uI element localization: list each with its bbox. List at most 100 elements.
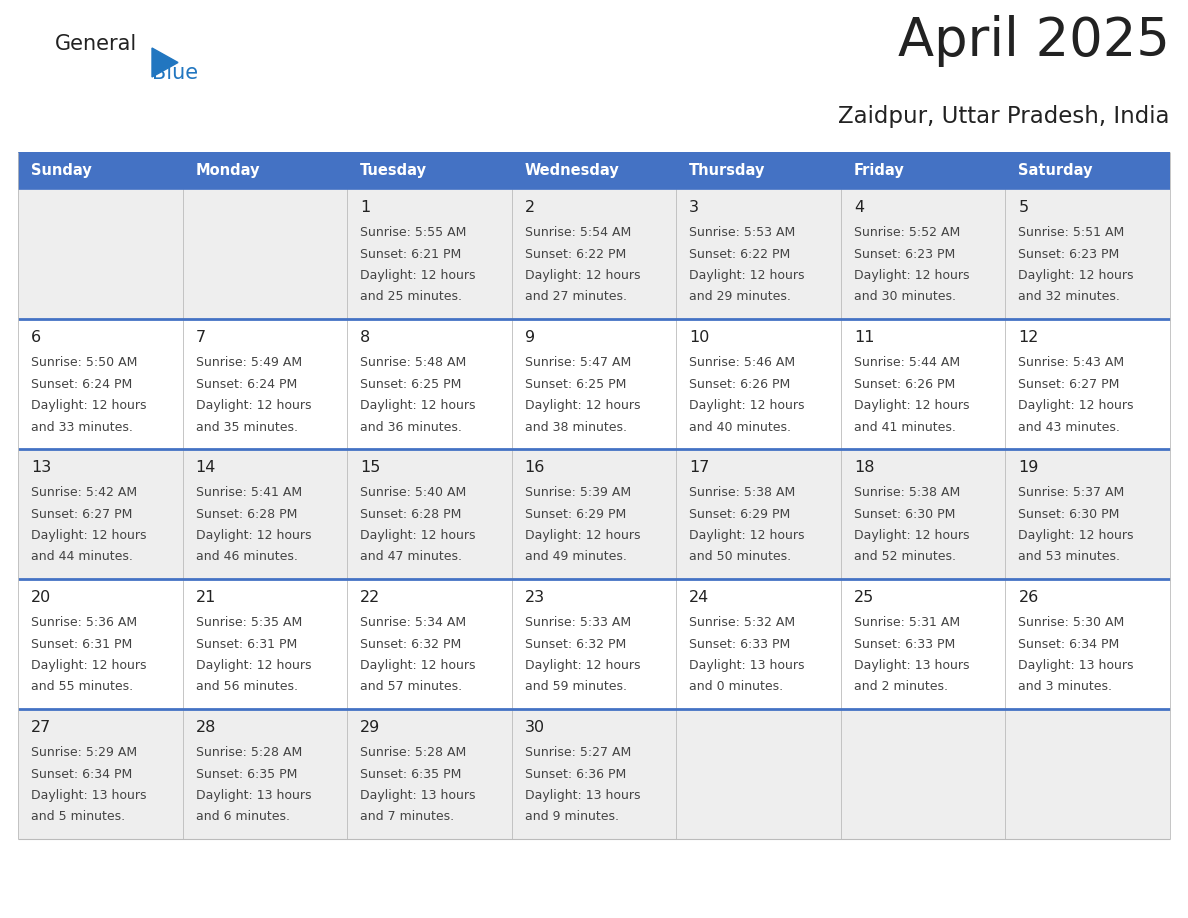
Text: and 47 minutes.: and 47 minutes. — [360, 551, 462, 564]
Text: Thursday: Thursday — [689, 163, 765, 178]
Text: Daylight: 12 hours: Daylight: 12 hours — [360, 529, 475, 542]
Bar — [676, 579, 841, 709]
Text: Sunrise: 5:51 AM: Sunrise: 5:51 AM — [1018, 226, 1125, 239]
Text: Sunrise: 5:54 AM: Sunrise: 5:54 AM — [525, 226, 631, 239]
Text: 27: 27 — [31, 720, 51, 735]
Bar — [347, 709, 512, 839]
Text: Daylight: 12 hours: Daylight: 12 hours — [196, 399, 311, 412]
Text: Sunrise: 5:49 AM: Sunrise: 5:49 AM — [196, 356, 302, 369]
Bar — [1005, 579, 1170, 709]
Text: Sunday: Sunday — [31, 163, 91, 178]
Text: Sunset: 6:23 PM: Sunset: 6:23 PM — [1018, 248, 1119, 261]
Text: Sunrise: 5:41 AM: Sunrise: 5:41 AM — [196, 486, 302, 499]
Text: Daylight: 12 hours: Daylight: 12 hours — [525, 269, 640, 282]
Bar — [18, 189, 183, 319]
Text: Sunset: 6:30 PM: Sunset: 6:30 PM — [1018, 508, 1120, 521]
Text: 29: 29 — [360, 720, 380, 735]
Text: Sunset: 6:33 PM: Sunset: 6:33 PM — [854, 637, 955, 651]
Text: Sunset: 6:31 PM: Sunset: 6:31 PM — [196, 637, 297, 651]
Text: Sunrise: 5:53 AM: Sunrise: 5:53 AM — [689, 226, 796, 239]
Text: Daylight: 13 hours: Daylight: 13 hours — [854, 659, 969, 672]
Text: and 36 minutes.: and 36 minutes. — [360, 420, 462, 433]
Text: Sunrise: 5:36 AM: Sunrise: 5:36 AM — [31, 616, 137, 629]
Text: Daylight: 12 hours: Daylight: 12 hours — [196, 659, 311, 672]
Bar — [841, 449, 1005, 579]
Bar — [512, 152, 676, 189]
Bar — [347, 189, 512, 319]
Text: 1: 1 — [360, 200, 371, 215]
Text: Sunrise: 5:46 AM: Sunrise: 5:46 AM — [689, 356, 796, 369]
Text: Daylight: 12 hours: Daylight: 12 hours — [1018, 399, 1133, 412]
Text: Sunrise: 5:34 AM: Sunrise: 5:34 AM — [360, 616, 466, 629]
Text: Friday: Friday — [854, 163, 904, 178]
Bar — [841, 152, 1005, 189]
Text: Daylight: 12 hours: Daylight: 12 hours — [689, 529, 804, 542]
Text: Sunset: 6:24 PM: Sunset: 6:24 PM — [196, 377, 297, 390]
Text: Sunrise: 5:28 AM: Sunrise: 5:28 AM — [360, 746, 467, 759]
Text: Tuesday: Tuesday — [360, 163, 428, 178]
Bar — [676, 709, 841, 839]
Text: 9: 9 — [525, 330, 535, 345]
Bar — [18, 579, 183, 709]
Text: Daylight: 13 hours: Daylight: 13 hours — [31, 789, 146, 802]
Text: April 2025: April 2025 — [898, 15, 1170, 67]
Bar — [676, 449, 841, 579]
Text: 17: 17 — [689, 460, 709, 475]
Text: Sunrise: 5:42 AM: Sunrise: 5:42 AM — [31, 486, 137, 499]
Text: Sunrise: 5:37 AM: Sunrise: 5:37 AM — [1018, 486, 1125, 499]
Bar — [676, 319, 841, 449]
Text: Sunset: 6:34 PM: Sunset: 6:34 PM — [31, 767, 132, 780]
Text: Daylight: 12 hours: Daylight: 12 hours — [360, 269, 475, 282]
Text: and 9 minutes.: and 9 minutes. — [525, 811, 619, 823]
Text: Sunrise: 5:31 AM: Sunrise: 5:31 AM — [854, 616, 960, 629]
Text: Daylight: 13 hours: Daylight: 13 hours — [689, 659, 804, 672]
Text: 13: 13 — [31, 460, 51, 475]
Text: Sunrise: 5:27 AM: Sunrise: 5:27 AM — [525, 746, 631, 759]
Text: 8: 8 — [360, 330, 371, 345]
Text: and 30 minutes.: and 30 minutes. — [854, 290, 956, 304]
Text: Sunrise: 5:47 AM: Sunrise: 5:47 AM — [525, 356, 631, 369]
Text: 21: 21 — [196, 590, 216, 605]
Text: 25: 25 — [854, 590, 874, 605]
Text: 22: 22 — [360, 590, 380, 605]
Text: and 56 minutes.: and 56 minutes. — [196, 680, 297, 693]
Bar — [841, 189, 1005, 319]
Bar — [183, 319, 347, 449]
Text: Daylight: 13 hours: Daylight: 13 hours — [1018, 659, 1133, 672]
Text: 20: 20 — [31, 590, 51, 605]
Bar — [512, 579, 676, 709]
Bar — [841, 319, 1005, 449]
Text: Daylight: 13 hours: Daylight: 13 hours — [525, 789, 640, 802]
Text: Daylight: 12 hours: Daylight: 12 hours — [854, 269, 969, 282]
Text: Sunset: 6:29 PM: Sunset: 6:29 PM — [525, 508, 626, 521]
Bar — [347, 319, 512, 449]
Text: and 29 minutes.: and 29 minutes. — [689, 290, 791, 304]
Text: Sunset: 6:26 PM: Sunset: 6:26 PM — [854, 377, 955, 390]
Text: 18: 18 — [854, 460, 874, 475]
Bar — [18, 709, 183, 839]
Text: Sunset: 6:32 PM: Sunset: 6:32 PM — [360, 637, 461, 651]
Text: Daylight: 12 hours: Daylight: 12 hours — [31, 399, 146, 412]
Text: 28: 28 — [196, 720, 216, 735]
Text: Wednesday: Wednesday — [525, 163, 619, 178]
Text: Sunset: 6:28 PM: Sunset: 6:28 PM — [196, 508, 297, 521]
Text: Daylight: 13 hours: Daylight: 13 hours — [360, 789, 475, 802]
Text: Sunset: 6:33 PM: Sunset: 6:33 PM — [689, 637, 790, 651]
Text: and 40 minutes.: and 40 minutes. — [689, 420, 791, 433]
Text: Sunrise: 5:43 AM: Sunrise: 5:43 AM — [1018, 356, 1125, 369]
Text: Monday: Monday — [196, 163, 260, 178]
Text: Sunset: 6:22 PM: Sunset: 6:22 PM — [689, 248, 790, 261]
Text: Sunrise: 5:40 AM: Sunrise: 5:40 AM — [360, 486, 467, 499]
Text: and 38 minutes.: and 38 minutes. — [525, 420, 627, 433]
Text: 15: 15 — [360, 460, 380, 475]
Text: and 2 minutes.: and 2 minutes. — [854, 680, 948, 693]
Text: Daylight: 12 hours: Daylight: 12 hours — [360, 399, 475, 412]
Text: Daylight: 12 hours: Daylight: 12 hours — [689, 269, 804, 282]
Text: Sunrise: 5:50 AM: Sunrise: 5:50 AM — [31, 356, 138, 369]
Text: Blue: Blue — [152, 63, 198, 83]
Bar — [183, 152, 347, 189]
Text: 11: 11 — [854, 330, 874, 345]
Text: Sunset: 6:32 PM: Sunset: 6:32 PM — [525, 637, 626, 651]
Text: Sunrise: 5:48 AM: Sunrise: 5:48 AM — [360, 356, 467, 369]
Text: Daylight: 12 hours: Daylight: 12 hours — [31, 529, 146, 542]
